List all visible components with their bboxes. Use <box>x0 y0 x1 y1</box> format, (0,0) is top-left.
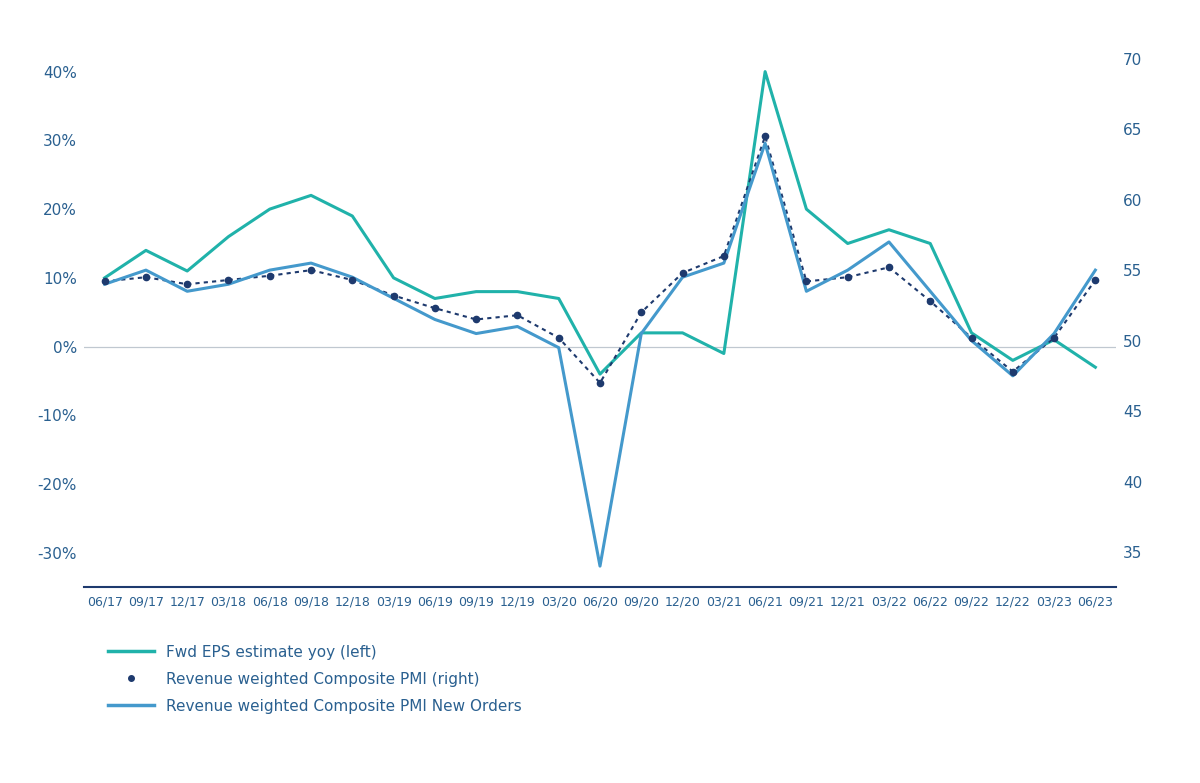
Legend: Fwd EPS estimate yoy (left), Revenue weighted Composite PMI (right), Revenue wei: Fwd EPS estimate yoy (left), Revenue wei… <box>102 639 528 720</box>
